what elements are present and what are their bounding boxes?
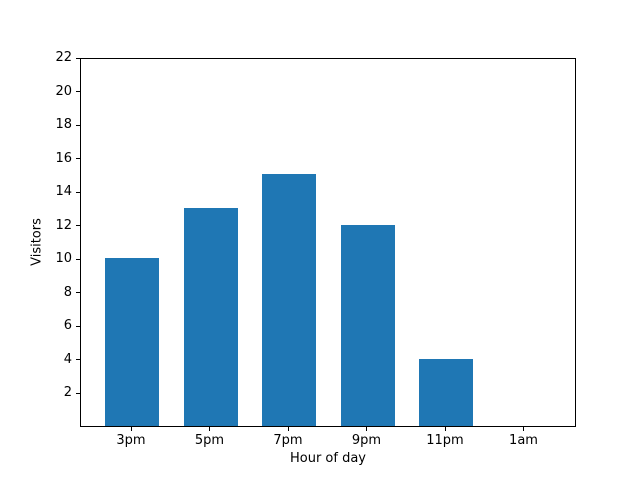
bar-11pm	[419, 358, 473, 426]
y-tick-mark	[76, 124, 80, 126]
y-tick-label: 6	[63, 318, 72, 334]
y-tick-mark	[76, 158, 80, 160]
y-tick-mark	[76, 392, 80, 394]
x-tick-mark	[287, 427, 289, 431]
x-tick-mark	[523, 427, 524, 431]
y-tick-mark	[76, 57, 80, 59]
x-tick-mark	[209, 427, 210, 431]
y-tick-mark	[76, 359, 80, 361]
y-tick-label: 4	[63, 351, 72, 367]
y-tick-mark	[76, 225, 80, 227]
y-tick-label: 22	[55, 50, 72, 65]
y-tick-mark	[76, 292, 80, 294]
y-tick-label: 12	[55, 217, 72, 233]
y-tick-label: 8	[63, 284, 72, 300]
x-tick-label: 3pm	[116, 433, 146, 448]
x-tick-mark	[130, 427, 132, 431]
x-tick-label: 1am	[509, 433, 538, 448]
bar-5pm	[183, 207, 238, 426]
x-tick-mark	[366, 427, 367, 431]
x-tick-label: 7pm	[273, 433, 303, 448]
y-tick-label: 2	[63, 385, 72, 401]
y-tick-mark	[76, 191, 80, 193]
y-tick-label: 20	[55, 83, 72, 99]
bar-9pm	[340, 224, 395, 426]
y-tick-label: 14	[55, 184, 72, 200]
y-tick-mark	[76, 91, 80, 93]
y-tick-label: 18	[55, 117, 72, 133]
y-tick-mark	[76, 325, 80, 327]
plot-area	[80, 58, 576, 427]
x-tick-label: 11pm	[426, 433, 464, 448]
x-tick-mark	[444, 427, 446, 431]
x-tick-label: 5pm	[194, 433, 225, 448]
y-tick-label: 16	[55, 150, 72, 166]
y-tick-label: 10	[55, 251, 72, 267]
y-axis-label: Visitors	[29, 218, 45, 266]
bar-7pm	[262, 174, 316, 426]
y-tick-mark	[76, 258, 80, 260]
x-axis-label: Hour of day	[289, 451, 367, 466]
bar-3pm	[105, 258, 159, 426]
x-tick-label: 9pm	[351, 433, 382, 448]
